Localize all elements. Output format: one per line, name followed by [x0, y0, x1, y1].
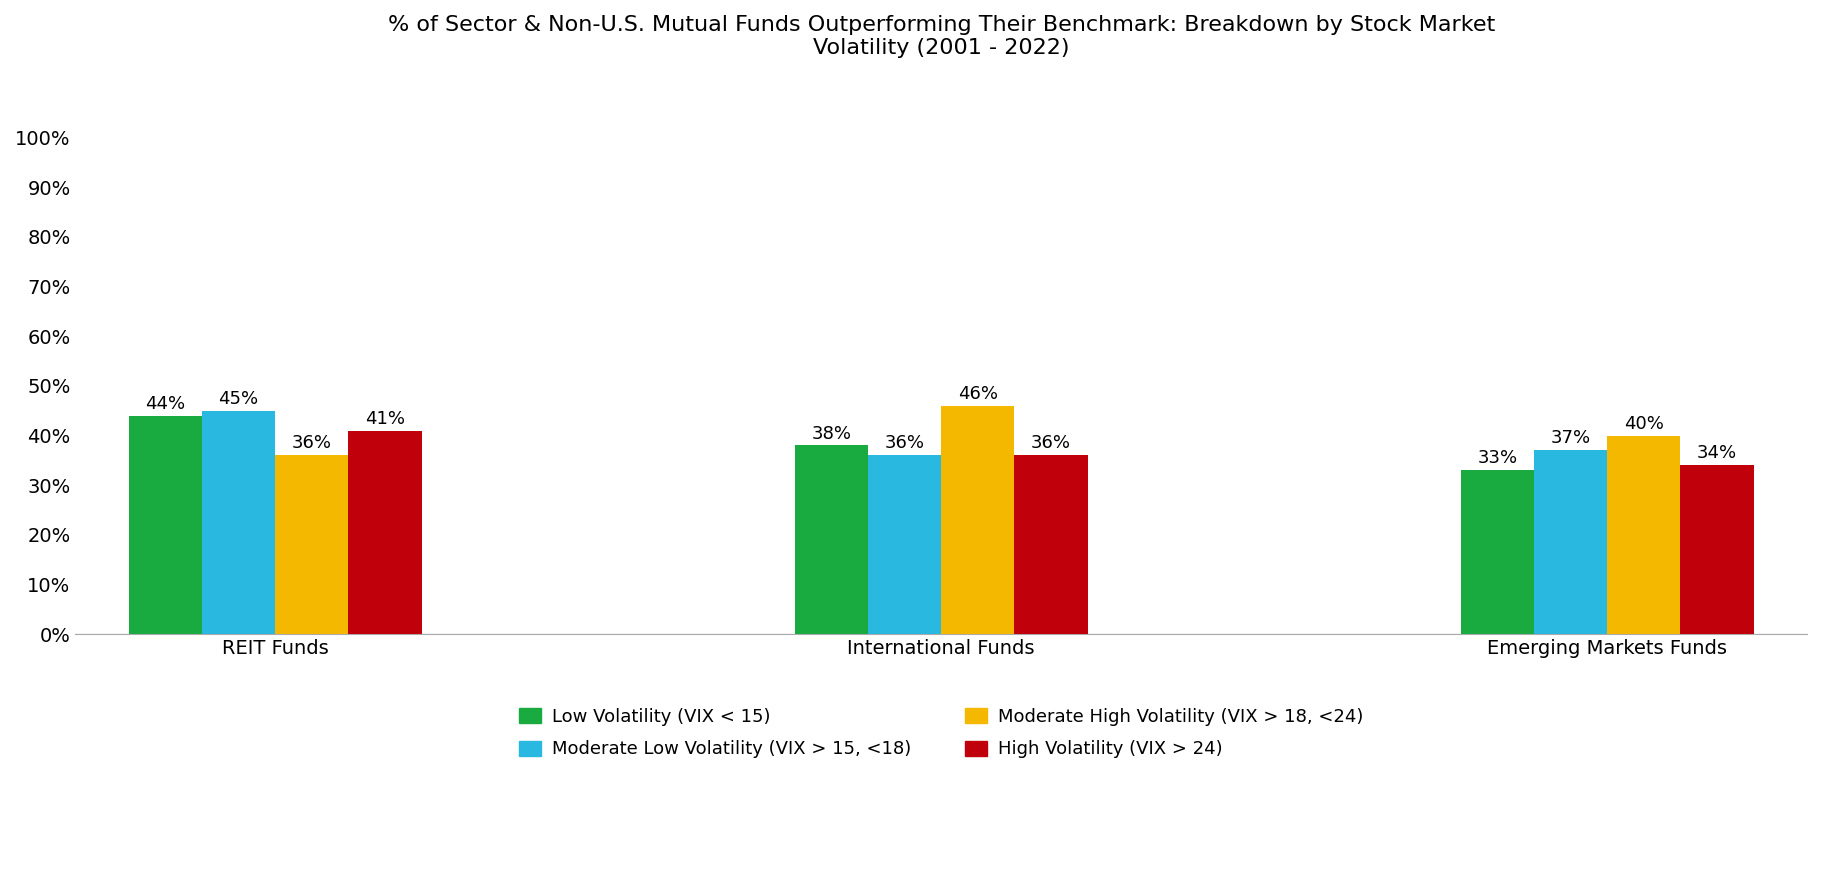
Text: 36%: 36% [884, 434, 924, 453]
Bar [1534, 450, 1607, 634]
Text: 36%: 36% [292, 434, 332, 453]
Bar [348, 431, 421, 634]
Text: 45%: 45% [219, 390, 259, 408]
Text: 38%: 38% [811, 424, 851, 442]
Text: 44%: 44% [146, 394, 186, 413]
Bar [202, 411, 275, 634]
Text: 40%: 40% [1623, 415, 1663, 432]
Text: 33%: 33% [1478, 449, 1518, 467]
Text: 46%: 46% [958, 385, 998, 403]
Bar [942, 406, 1015, 634]
Title: % of Sector & Non-U.S. Mutual Funds Outperforming Their Benchmark: Breakdown by : % of Sector & Non-U.S. Mutual Funds Outp… [388, 15, 1494, 58]
Bar [129, 416, 202, 634]
Text: 41%: 41% [364, 409, 404, 428]
Text: 34%: 34% [1696, 445, 1736, 462]
Bar [1607, 436, 1680, 634]
Text: 37%: 37% [1551, 430, 1591, 447]
Legend: Low Volatility (VIX < 15), Moderate Low Volatility (VIX > 15, <18), Moderate Hig: Low Volatility (VIX < 15), Moderate Low … [519, 708, 1363, 758]
Text: 36%: 36% [1031, 434, 1071, 453]
Bar [867, 455, 942, 634]
Bar [794, 446, 867, 634]
Bar [1680, 465, 1755, 634]
Bar [1461, 470, 1534, 634]
Bar [1015, 455, 1088, 634]
Bar [275, 455, 348, 634]
